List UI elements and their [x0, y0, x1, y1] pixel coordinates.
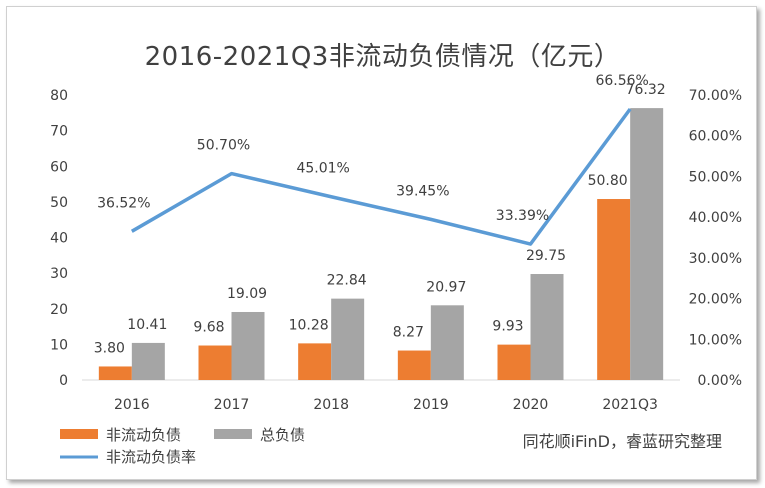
data-label-series2: 22.84 — [327, 273, 367, 289]
bar-series2 — [131, 342, 165, 380]
left-tick-label: 60 — [50, 159, 68, 175]
x-tick-label: 2021Q3 — [602, 397, 658, 413]
data-label-rate: 39.45% — [396, 183, 449, 199]
bar-series2 — [331, 298, 365, 380]
legend-swatch-bar2 — [214, 429, 252, 439]
left-tick-label: 0 — [59, 373, 68, 389]
bars-group — [98, 108, 664, 381]
bar-series1 — [397, 350, 431, 380]
legend-label-bar2: 总负债 — [260, 426, 305, 444]
data-label-rate: 50.70% — [197, 138, 250, 154]
data-label-rate: 66.56% — [595, 73, 648, 89]
bar-series2 — [630, 108, 664, 381]
right-tick-label: 30.00% — [689, 251, 742, 267]
left-tick-label: 50 — [50, 195, 68, 211]
x-tick-label: 2018 — [313, 397, 349, 413]
left-tick-label: 80 — [50, 88, 68, 104]
data-label-series2: 10.41 — [127, 317, 167, 333]
bar-series2 — [430, 305, 464, 380]
data-labels-group: 3.80 9.68 10.28 8.27 9.93 50.80 10.41 19.09 22.8… — [94, 73, 666, 356]
left-tick-label: 10 — [50, 337, 68, 353]
legend: 非流动负债 总负债 非流动负债率 — [60, 426, 305, 466]
data-label-series2: 20.97 — [426, 279, 466, 295]
data-label-series2: 19.09 — [227, 286, 267, 302]
x-tick-label: 2019 — [413, 397, 449, 413]
x-tick-label: 2017 — [214, 397, 250, 413]
legend-swatch-bar1 — [60, 429, 98, 439]
bar-series2 — [530, 274, 564, 380]
chart-title: 2016-2021Q3非流动负债情况（亿元） — [144, 42, 621, 72]
x-tick-label: 2020 — [513, 397, 549, 413]
left-axis-ticks: 0 10 20 30 40 50 60 70 80 — [50, 88, 68, 389]
bar-series1 — [198, 345, 232, 380]
data-label-series1: 8.27 — [393, 325, 424, 341]
data-label-rate: 33.39% — [496, 208, 549, 224]
data-label-rate: 36.52% — [97, 195, 150, 211]
right-tick-label: 0.00% — [698, 373, 742, 389]
bar-series2 — [231, 311, 265, 380]
bar-series1 — [597, 199, 631, 380]
data-label-series1: 50.80 — [588, 173, 628, 189]
data-label-series2: 29.75 — [526, 248, 566, 264]
right-tick-label: 60.00% — [689, 129, 742, 145]
data-label-series2: 76.32 — [626, 82, 666, 98]
data-label-rate: 45.01% — [296, 161, 349, 177]
line-series-path — [130, 107, 632, 246]
right-tick-label: 10.00% — [689, 332, 742, 348]
right-tick-label: 70.00% — [689, 88, 742, 104]
x-axis-ticks: 2016 2017 2018 2019 2020 2021Q3 — [114, 397, 658, 413]
bar-series1 — [98, 366, 132, 380]
right-axis-ticks: 0.00% 10.00% 20.00% 30.00% 40.00% 50.00% 60.00… — [689, 88, 742, 389]
data-label-series1: 9.68 — [193, 320, 224, 336]
bar-series1 — [298, 343, 332, 380]
source-note: 同花顺iFinD，睿蓝研究整理 — [523, 432, 722, 451]
legend-label-line: 非流动负债率 — [106, 448, 196, 466]
right-tick-label: 20.00% — [689, 292, 742, 308]
left-tick-label: 70 — [50, 124, 68, 140]
bar-series1 — [497, 344, 531, 380]
right-tick-label: 40.00% — [689, 210, 742, 226]
left-tick-label: 30 — [50, 266, 68, 282]
x-tick-label: 2016 — [114, 397, 150, 413]
legend-label-bar1: 非流动负债 — [106, 426, 181, 444]
left-tick-label: 20 — [50, 302, 68, 318]
left-tick-label: 40 — [50, 231, 68, 247]
data-label-series1: 3.80 — [94, 340, 125, 356]
right-tick-label: 50.00% — [689, 169, 742, 185]
data-label-series1: 9.93 — [492, 319, 523, 335]
data-label-series1: 10.28 — [289, 317, 329, 333]
line-series-group — [130, 107, 632, 246]
